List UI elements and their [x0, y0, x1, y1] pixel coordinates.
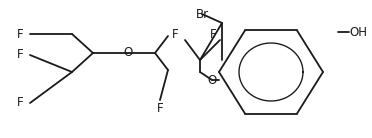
Text: Br: Br: [196, 7, 209, 21]
Text: O: O: [207, 74, 217, 87]
Text: F: F: [17, 96, 23, 109]
Text: F: F: [17, 48, 23, 62]
Text: F: F: [172, 27, 178, 40]
Text: OH: OH: [349, 26, 367, 39]
Text: F: F: [17, 27, 23, 40]
Text: F: F: [210, 27, 216, 40]
Text: F: F: [157, 102, 163, 115]
Text: O: O: [124, 47, 133, 59]
